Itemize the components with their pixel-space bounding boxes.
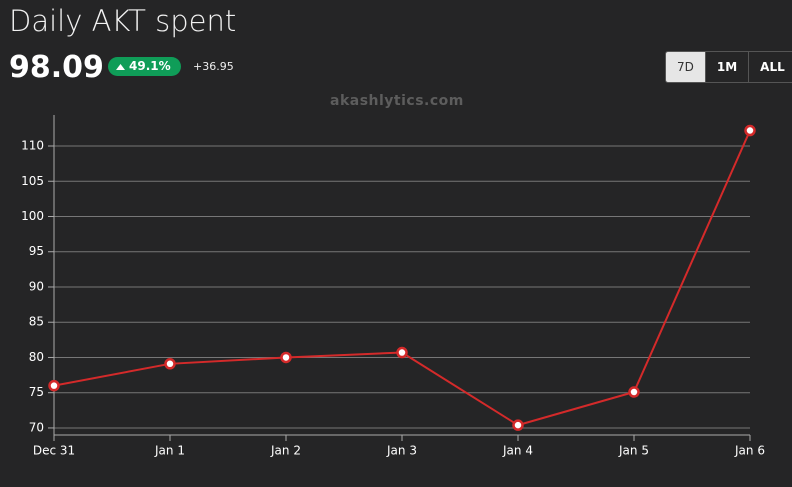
y-tick-label: 80 — [29, 350, 44, 364]
x-tick-label: Jan 3 — [386, 444, 417, 458]
y-tick-label: 100 — [21, 209, 44, 223]
change-badge: 49.1% — [108, 57, 181, 76]
change-percent: 49.1% — [129, 59, 171, 73]
x-tick-label: Dec 31 — [33, 444, 75, 458]
y-tick-label: 75 — [29, 385, 44, 399]
data-line — [53, 130, 751, 427]
x-tick-label: Jan 5 — [618, 444, 649, 458]
data-point — [744, 124, 756, 137]
range-button[interactable]: 7D — [666, 52, 705, 82]
y-tick-label: 105 — [21, 174, 44, 188]
y-tick-label: 90 — [29, 279, 44, 293]
range-buttons: 7D 1M ALL — [665, 51, 792, 83]
data-point — [512, 419, 524, 431]
data-point — [280, 351, 292, 364]
data-point — [628, 386, 640, 398]
up-arrow — [116, 63, 125, 70]
data-point — [164, 358, 176, 370]
y-tick-label: 95 — [29, 244, 44, 258]
range-button[interactable]: 1M — [704, 52, 748, 82]
y-tick-label: 110 — [21, 139, 44, 153]
range-button[interactable]: ALL — [748, 52, 792, 82]
x-tick-label: Jan 6 — [734, 444, 765, 458]
x-tick-label: Jan 2 — [270, 444, 301, 458]
data-point — [396, 346, 408, 359]
y-tick-label: 70 — [29, 420, 44, 434]
y-tick-label: 85 — [29, 315, 44, 329]
x-tick-label: Jan 4 — [502, 444, 533, 458]
title: Daily AKT spent — [9, 4, 237, 38]
watermark: akashlytics.com — [330, 93, 464, 109]
current-value: 98.09 — [9, 50, 104, 85]
data-point — [48, 379, 60, 392]
change-delta: +36.95 — [193, 60, 234, 73]
x-tick-label: Jan 1 — [154, 444, 185, 458]
